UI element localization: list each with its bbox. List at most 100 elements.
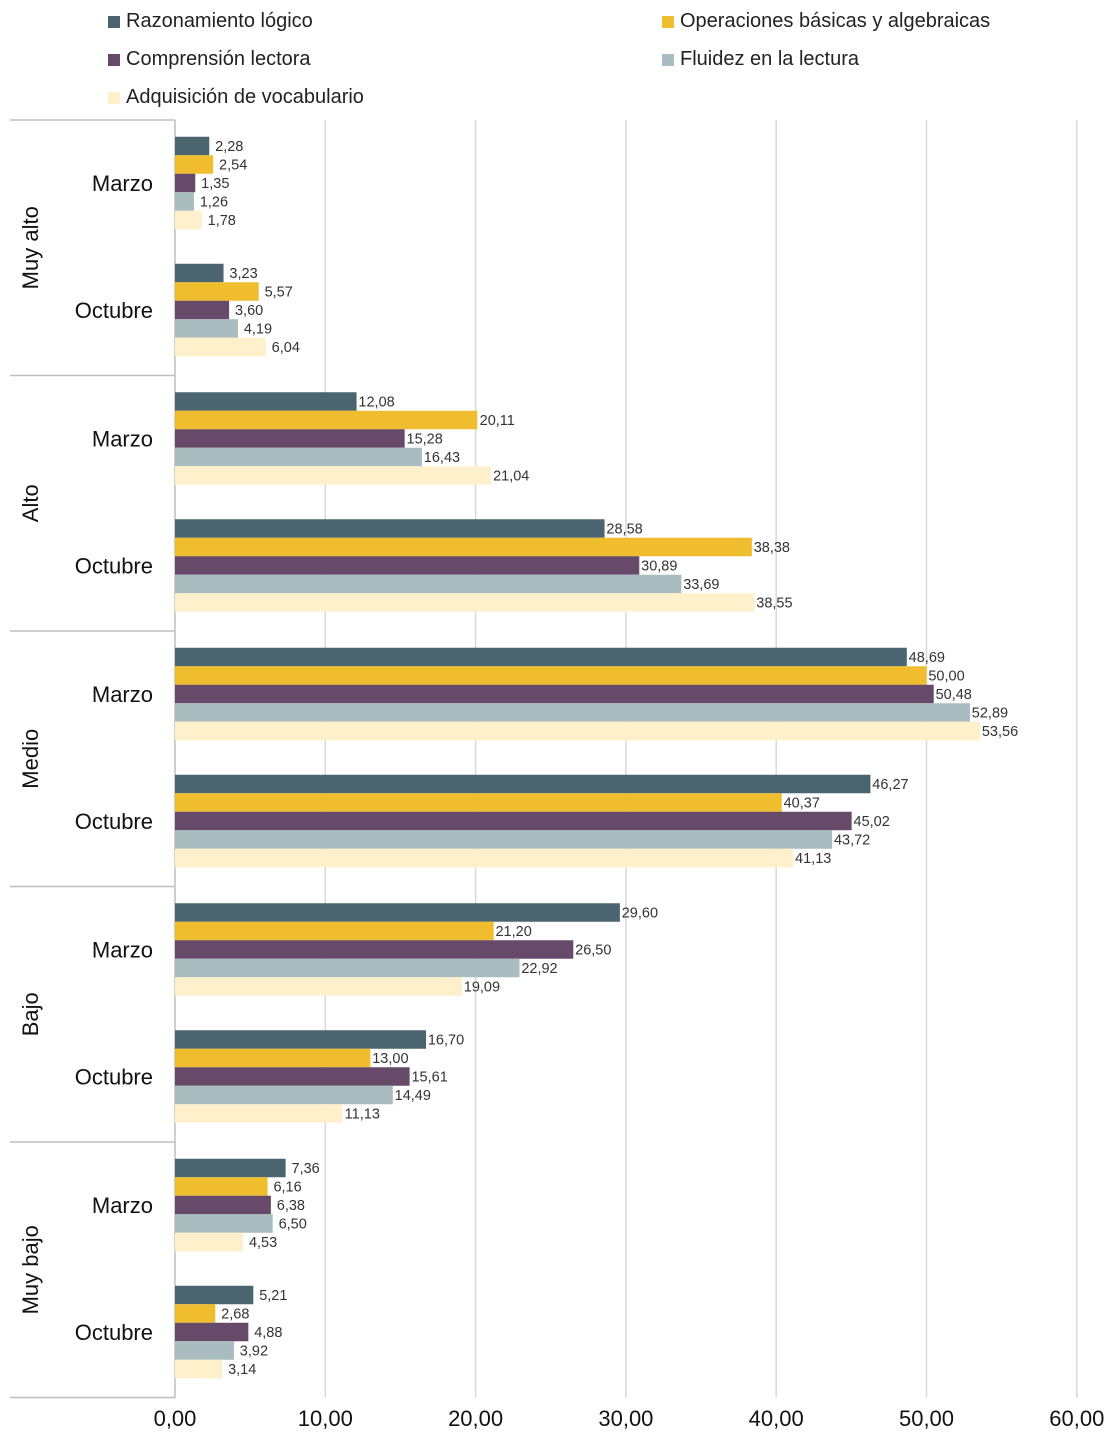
data-label: 14,49 [395,1088,431,1104]
bar [175,155,214,174]
bar [175,958,520,978]
subgroup-label: Marzo [92,682,153,707]
data-label: 48,69 [909,650,945,666]
data-label: 33,69 [683,577,719,593]
bar [175,1177,268,1196]
data-label: 3,92 [240,1344,268,1360]
bar [175,1067,410,1086]
bar [175,537,752,557]
bar [175,1304,216,1323]
data-label: 2,28 [215,139,243,155]
bar [175,647,907,667]
bar [175,666,927,685]
data-label: 12,08 [358,395,394,411]
data-label: 16,70 [428,1033,464,1049]
data-label: 43,72 [834,833,870,849]
bar [175,684,934,704]
bar [175,1341,234,1360]
bar [175,1195,271,1215]
bar [175,1214,273,1233]
data-label: 1,26 [200,195,228,211]
data-label: 40,37 [784,796,820,812]
bar [175,721,981,741]
legend-label-razonamiento: Razonamiento lógico [126,10,313,32]
bar [175,830,833,849]
subgroup-label: Marzo [92,427,153,452]
bar [175,319,238,338]
data-label: 5,57 [265,285,293,301]
x-tick-label: 40,00 [749,1406,804,1431]
data-label: 26,50 [575,943,611,959]
data-label: 1,35 [201,176,229,192]
x-tick-label: 0,00 [154,1406,197,1431]
legend-item-razonamiento: Razonamiento lógico [108,10,313,33]
data-label: 38,38 [754,540,790,556]
data-label: 19,09 [464,980,500,996]
data-label: 16,43 [424,450,460,466]
bar [175,1104,343,1123]
subgroup-label: Octubre [75,1320,153,1345]
bar [175,848,794,868]
subgroup-label: Marzo [92,171,153,196]
data-label: 21,04 [493,469,529,485]
data-label: 4,88 [254,1325,282,1341]
bar [175,1048,371,1068]
data-label: 46,27 [872,777,908,793]
data-label: 11,13 [345,1107,380,1123]
bar [175,1158,286,1178]
data-label: 15,61 [411,1070,447,1086]
bar [175,210,202,230]
data-label: 28,58 [606,522,642,538]
data-label: 38,55 [756,596,792,612]
data-label: 6,50 [279,1217,307,1233]
bar [175,940,574,959]
bar [175,811,852,831]
bar [175,192,194,211]
subgroup-label: Octubre [75,1065,153,1090]
bar [175,410,478,430]
x-tick-label: 50,00 [899,1406,954,1431]
group-label: Medio [18,729,43,789]
data-label: 4,53 [249,1235,277,1251]
subgroup-label: Octubre [75,809,153,834]
data-label: 52,89 [972,706,1008,722]
subgroup-label: Octubre [75,298,153,323]
data-label: 41,13 [795,851,831,867]
data-label: 20,11 [480,413,515,429]
bar [175,519,605,538]
legend-swatch-fluidez [662,53,674,66]
legend-item-comprension: Comprensión lectora [108,48,311,71]
bar [175,1232,244,1252]
subgroup-label: Marzo [92,1193,153,1218]
legend-label-comprension: Comprensión lectora [126,48,311,70]
data-label: 50,48 [936,687,972,703]
data-label: 30,89 [641,559,677,575]
legend-item-vocabulario: Adquisición de vocabulario [108,86,364,109]
data-label: 45,02 [854,814,890,830]
data-label: 50,00 [928,669,964,685]
data-label: 6,38 [277,1198,305,1214]
data-label: 7,36 [292,1161,320,1177]
legend-swatch-comprension [108,53,120,66]
group-label: Alto [18,484,43,522]
bar [175,977,462,996]
group-label: Bajo [18,992,43,1036]
bar [175,392,357,411]
subgroup-label: Marzo [92,938,153,963]
data-label: 15,28 [407,432,443,448]
bar [175,793,782,812]
group-label: Muy alto [18,206,43,289]
bar [175,337,266,357]
data-label: 22,92 [521,961,557,977]
bar [175,1322,249,1342]
legend-swatch-vocabulario [108,91,120,104]
bar [175,921,494,941]
x-tick-label: 20,00 [448,1406,503,1431]
legend-item-operaciones: Operaciones básicas y algebraicas [662,10,990,33]
legend-label-fluidez: Fluidez en la lectura [680,48,859,70]
data-label: 5,21 [259,1288,287,1304]
data-label: 53,56 [982,724,1018,740]
bar [175,300,230,320]
bar [175,466,492,485]
